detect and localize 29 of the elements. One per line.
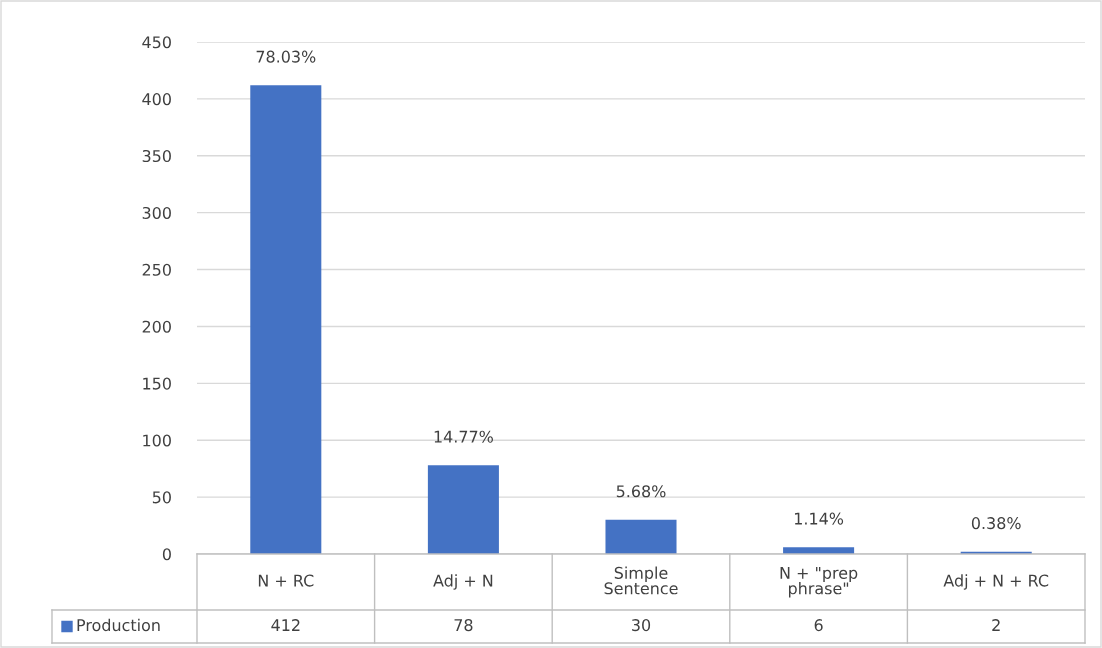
bar: [605, 519, 677, 554]
y-tick-label: 200: [142, 320, 171, 333]
x-tick-label: Simple Sentence: [604, 566, 678, 595]
x-tick-label: Adj + N + RC: [943, 574, 1049, 590]
bar: [427, 465, 499, 554]
data-label: 2: [992, 619, 1000, 631]
annotation: 5.68%: [616, 485, 666, 498]
data-label: 6: [814, 619, 823, 632]
data-label: 412: [271, 619, 300, 631]
y-tick-label: 100: [143, 434, 171, 447]
y-tick-label: 400: [142, 93, 171, 106]
data-label: 78: [454, 619, 473, 632]
data-label: 30: [632, 619, 651, 632]
x-tick-label: Adj + N: [433, 574, 493, 590]
annotation: 14.77%: [434, 430, 493, 443]
y-tick-label: 0: [162, 548, 171, 561]
x-tick-label: N + "prep phrase": [780, 567, 858, 598]
y-tick-label: 150: [143, 377, 171, 390]
annotation: 78.03%: [256, 50, 316, 63]
y-tick-label: 450: [142, 36, 171, 49]
bar: [250, 85, 322, 554]
annotation: 0.38%: [971, 517, 1021, 530]
annotation: 1.14%: [794, 512, 844, 525]
y-tick-label: 50: [152, 491, 171, 504]
y-tick-label: 350: [142, 149, 171, 163]
y-tick-label: 250: [142, 263, 171, 276]
y-tick-label: 300: [142, 206, 171, 219]
x-tick-label: N + RC: [258, 574, 314, 587]
legend-label: Production: [77, 618, 160, 632]
